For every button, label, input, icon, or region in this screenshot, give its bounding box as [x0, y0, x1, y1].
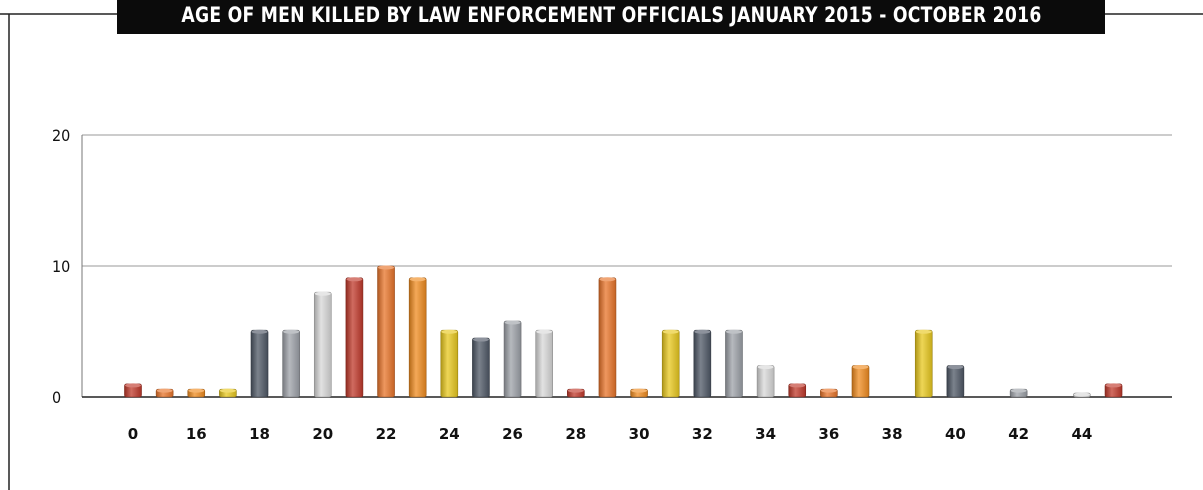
chart-title: AGE OF MEN KILLED BY LAW ENFORCEMENT OFF…	[180, 3, 1042, 27]
bar-cap	[283, 329, 300, 334]
bar-cap	[567, 388, 584, 393]
tick-labels: 0 10 20 0 16 18 20 22 24 26 28 30 32 34 36 38 40 42 44	[52, 126, 1092, 443]
bar-cap	[125, 383, 141, 388]
bar-cap	[188, 388, 205, 393]
bar-cap	[251, 329, 268, 334]
bar	[345, 277, 364, 398]
x-tick-label: 28	[565, 425, 586, 443]
x-tick-label: 38	[882, 425, 903, 443]
x-tick-label: 40	[945, 425, 966, 443]
x-tick-label: 18	[249, 425, 270, 443]
bar-cap	[599, 277, 616, 282]
bar	[472, 337, 490, 398]
bar	[661, 329, 680, 398]
gridlines	[81, 134, 1172, 398]
bar	[725, 329, 743, 398]
bar-cap	[725, 329, 742, 334]
bar-cap	[314, 291, 331, 296]
bar-cap	[631, 388, 648, 393]
bar-cap	[472, 337, 489, 342]
bar-cap	[662, 329, 679, 334]
bar	[851, 365, 870, 398]
x-tick-label: 42	[1008, 425, 1029, 443]
x-tick-label: 30	[629, 425, 650, 443]
bar-cap	[757, 365, 774, 370]
bar-cap	[378, 265, 395, 270]
bar-cap	[346, 277, 363, 282]
x-tick-label: 0	[128, 425, 138, 443]
bar-cap	[536, 329, 553, 334]
y-tick-label: 10	[52, 257, 70, 276]
x-tick-label: 32	[692, 425, 713, 443]
bars	[124, 265, 1123, 398]
x-tick-label: 26	[502, 425, 523, 443]
x-tick-label: 24	[439, 425, 460, 443]
bar-cap	[504, 320, 521, 325]
bar	[440, 329, 459, 398]
y-tick-label: 20	[52, 126, 70, 145]
bar	[313, 291, 332, 398]
x-tick-label: 16	[186, 425, 207, 443]
bar-cap	[1010, 388, 1027, 393]
bar	[914, 329, 933, 398]
bar-cap	[441, 329, 458, 334]
x-tick-label: 36	[818, 425, 839, 443]
title-bar: AGE OF MEN KILLED BY LAW ENFORCEMENT OFF…	[117, 0, 1105, 34]
bar-cap	[852, 365, 869, 370]
bar	[535, 329, 553, 398]
bar	[756, 365, 775, 398]
bar	[377, 265, 395, 398]
bar	[408, 277, 427, 398]
bar-cap	[947, 365, 964, 370]
bar-cap	[820, 388, 837, 393]
bar	[250, 329, 269, 398]
bar-cap	[1073, 392, 1090, 397]
bar-cap	[915, 329, 932, 334]
bar-cap	[219, 388, 236, 393]
bar	[946, 365, 965, 398]
bar-cap	[156, 388, 173, 393]
bar-cap	[694, 329, 711, 334]
bar-cap	[789, 383, 806, 388]
x-tick-label: 22	[376, 425, 397, 443]
bar-cap	[1105, 383, 1122, 388]
bar	[598, 277, 617, 398]
bar-cap	[409, 277, 426, 282]
bar	[503, 320, 522, 398]
bar	[693, 329, 712, 398]
x-tick-label: 34	[755, 425, 776, 443]
x-tick-label: 20	[312, 425, 333, 443]
y-tick-label: 0	[52, 388, 61, 407]
bar	[282, 329, 300, 398]
x-tick-label: 44	[1071, 425, 1092, 443]
